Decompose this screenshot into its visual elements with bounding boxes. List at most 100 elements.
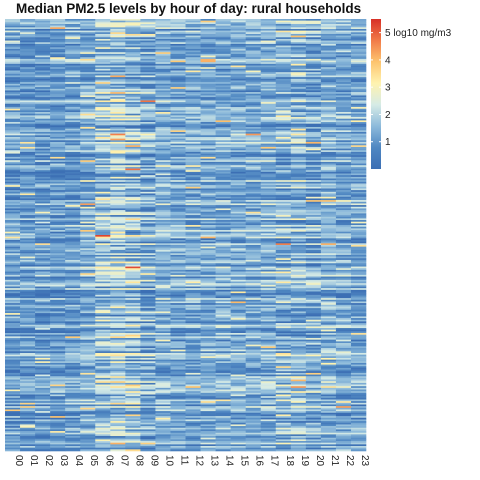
heatmap-cell (140, 197, 155, 199)
heatmap-cell (80, 56, 95, 58)
heatmap-cell (306, 218, 321, 220)
heatmap-cell (336, 358, 351, 360)
heatmap-cell (351, 218, 366, 220)
heatmap-cell (140, 326, 155, 328)
heatmap-cell (95, 358, 110, 360)
heatmap-cell (321, 336, 336, 338)
heatmap-cell (80, 77, 95, 79)
heatmap-cell (95, 89, 110, 91)
heatmap-cell (336, 154, 351, 156)
heatmap-cell (306, 46, 321, 48)
heatmap-cell (351, 77, 366, 79)
heatmap-cell (95, 315, 110, 317)
heatmap-cell (201, 326, 216, 328)
heatmap-cell (110, 34, 125, 36)
heatmap-cell (140, 207, 155, 209)
heatmap-cell (140, 262, 155, 264)
heatmap-cell (246, 56, 261, 58)
heatmap-cell (306, 315, 321, 317)
heatmap-cell (291, 142, 306, 144)
heatmap-cell (155, 185, 170, 187)
heatmap-cell (95, 34, 110, 36)
heatmap-cell (50, 34, 65, 36)
heatmap-cell (336, 197, 351, 199)
heatmap-cell (50, 99, 65, 101)
heatmap-cell (306, 293, 321, 295)
heatmap-cell (246, 207, 261, 209)
heatmap-cell (125, 120, 140, 122)
heatmap-cell (65, 185, 80, 187)
heatmap-cell (170, 110, 185, 112)
heatmap-cell (336, 46, 351, 48)
heatmap-cell (170, 207, 185, 209)
heatmap-cell (50, 218, 65, 220)
heatmap-cell (231, 336, 246, 338)
heatmap-cell (80, 283, 95, 285)
heatmap-cell (186, 99, 201, 101)
heatmap-cell (125, 132, 140, 134)
heatmap-cell (351, 240, 366, 242)
heatmap-cell (201, 207, 216, 209)
heatmap-cell (20, 185, 35, 187)
heatmap-cell (170, 99, 185, 101)
heatmap-cell (170, 197, 185, 199)
heatmap-cell (65, 142, 80, 144)
heatmap-cell (216, 293, 231, 295)
heatmap-cell (246, 185, 261, 187)
heatmap-cell (20, 120, 35, 122)
heatmap-cell (35, 77, 50, 79)
heatmap-cell (35, 175, 50, 177)
heatmap-cell (336, 132, 351, 134)
heatmap-cell (65, 46, 80, 48)
heatmap-cell (170, 56, 185, 58)
heatmap-cell (291, 358, 306, 360)
heatmap-cell (95, 164, 110, 166)
heatmap-cell (351, 228, 366, 230)
heatmap-cell (321, 218, 336, 220)
heatmap-cell (95, 305, 110, 307)
heatmap-cell (50, 89, 65, 91)
heatmap-cell (231, 24, 246, 26)
heatmap-cell (50, 24, 65, 26)
heatmap-cell (5, 336, 20, 338)
heatmap-cell (20, 283, 35, 285)
heatmap-cell (201, 99, 216, 101)
heatmap-cell (261, 272, 276, 274)
heatmap-cell (170, 293, 185, 295)
heatmap-cell (291, 99, 306, 101)
heatmap-cell (110, 240, 125, 242)
heatmap-cell (276, 358, 291, 360)
heatmap-cell (336, 272, 351, 274)
heatmap-cell (155, 326, 170, 328)
heatmap-cell (306, 120, 321, 122)
heatmap-cell (291, 336, 306, 338)
heatmap-cell (246, 197, 261, 199)
heatmap-cell (170, 326, 185, 328)
heatmap-cell (231, 305, 246, 307)
heatmap-cell (35, 240, 50, 242)
heatmap-cell (80, 262, 95, 264)
heatmap-cell (5, 315, 20, 317)
heatmap-cell (201, 142, 216, 144)
heatmap-cell (351, 164, 366, 166)
heatmap-cell (201, 262, 216, 264)
heatmap-cell (246, 67, 261, 69)
heatmap-cell (246, 154, 261, 156)
heatmap-cell (321, 154, 336, 156)
heatmap-cell (155, 336, 170, 338)
heatmap-cell (20, 77, 35, 79)
heatmap-cell (276, 154, 291, 156)
heatmap-cell (110, 77, 125, 79)
heatmap-cell (201, 272, 216, 274)
heatmap-cell (306, 283, 321, 285)
heatmap-cell (201, 293, 216, 295)
heatmap-cell (336, 326, 351, 328)
heatmap-cell (125, 89, 140, 91)
heatmap-cell (95, 197, 110, 199)
heatmap-cell (155, 132, 170, 134)
heatmap-cell (201, 305, 216, 307)
heatmap-cell (20, 358, 35, 360)
heatmap-cell (95, 336, 110, 338)
heatmap-cell (246, 358, 261, 360)
heatmap-cell (140, 154, 155, 156)
